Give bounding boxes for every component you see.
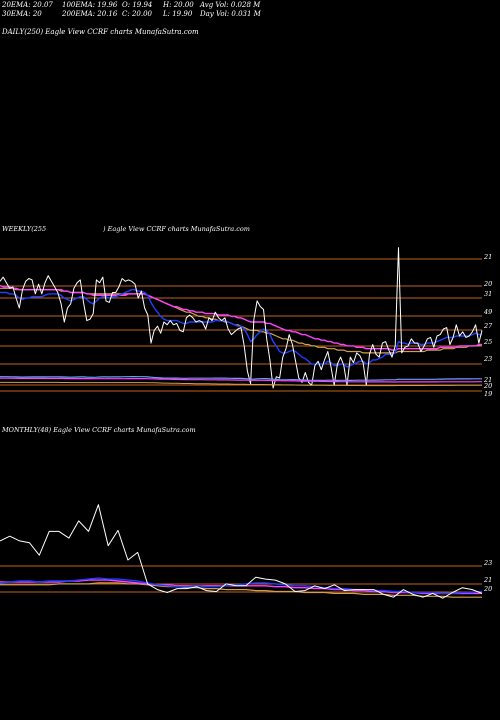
monthly-tick-label: 20 xyxy=(484,585,493,593)
header-ema30: 30EMA: 20 xyxy=(2,10,42,18)
weekly-tick-label: 25 xyxy=(484,338,493,346)
header-low: L: 19.90 xyxy=(163,10,193,18)
weekly-lower-ema-long xyxy=(0,381,482,387)
weekly-price-line xyxy=(0,247,483,389)
weekly-tick-label: 21 xyxy=(484,376,493,384)
monthly-tick-label: 21 xyxy=(484,576,493,584)
header-close: C: 20.00 xyxy=(122,10,152,18)
weekly-panel-title-right: ) Eagle View CCRF charts MunafaSutra.com xyxy=(103,225,250,233)
header-dayvol: Day Vol: 0.031 M xyxy=(200,10,261,18)
weekly-tick-label: 20 xyxy=(484,280,493,288)
monthly-tick-label: 23 xyxy=(484,559,493,567)
monthly-panel-title: MONTHLY(48) Eagle View CCRF charts Munaf… xyxy=(2,426,196,434)
monthly-ema-mid xyxy=(0,579,482,595)
weekly-tick-label: 23 xyxy=(484,355,493,363)
weekly-tick-label: 19 xyxy=(484,390,493,398)
weekly-tick-label: 20 xyxy=(484,382,493,390)
daily-panel-title: DAILY(250) Eagle View CCRF charts Munafa… xyxy=(2,28,199,36)
weekly-tick-label: 21 xyxy=(484,253,493,261)
weekly-tick-label: 49 xyxy=(484,308,493,316)
monthly-ema-long xyxy=(0,582,482,598)
monthly-price-line xyxy=(0,504,483,599)
header-ema200: 200EMA: 20.16 xyxy=(62,10,118,18)
header-ema20: 20EMA: 20.07 xyxy=(2,1,53,9)
header-ema100: 100EMA: 19.96 xyxy=(62,1,118,9)
header-high: H: 20.00 xyxy=(163,1,194,9)
weekly-lower-ema-mid xyxy=(0,377,482,383)
weekly-panel-title-left: WEEKLY(255 xyxy=(2,225,47,233)
monthly-ema-short xyxy=(0,577,483,595)
weekly-tick-label: 31 xyxy=(484,290,493,298)
header-open: O: 19.94 xyxy=(122,1,153,9)
weekly-tick-label: 27 xyxy=(484,322,493,330)
header-avgvol: Avg Vol: 0.028 M xyxy=(200,1,261,9)
weekly-lower-ema-short xyxy=(0,376,482,382)
